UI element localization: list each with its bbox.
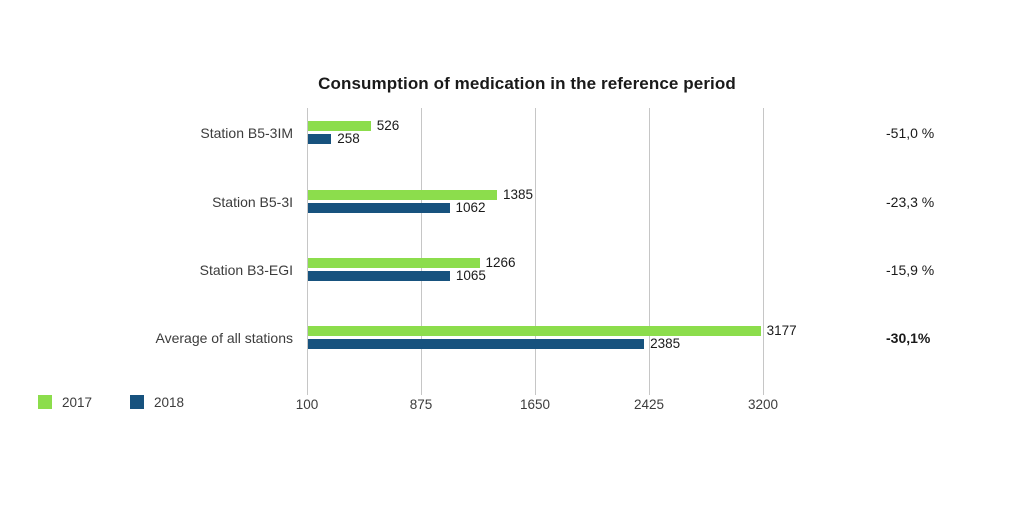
value-label-2018: 1062 <box>455 200 486 215</box>
value-label-2017: 1385 <box>503 187 534 202</box>
gridline <box>649 108 650 395</box>
x-tick-label: 875 <box>409 397 433 412</box>
legend-label-2018: 2018 <box>154 395 185 410</box>
percent-change-label: -23,3 % <box>886 193 935 210</box>
value-label-2017: 1266 <box>485 255 516 270</box>
gridline <box>535 108 536 395</box>
value-label-2017: 3177 <box>766 323 797 338</box>
plot-area: 526 258 1385 1062 1266 1065 3177 2385 <box>307 108 797 395</box>
bar-2017 <box>308 190 497 200</box>
gridline <box>307 108 308 395</box>
x-tick-label: 2425 <box>633 397 665 412</box>
legend-label-2017: 2017 <box>62 395 93 410</box>
bar-2018 <box>308 339 645 349</box>
category-label: Station B3-EGI <box>199 261 293 278</box>
bar-2018 <box>308 134 332 144</box>
x-tick-label: 1650 <box>519 397 551 412</box>
chart-title: Consumption of medication in the referen… <box>318 74 736 93</box>
category-label: Average of all stations <box>155 329 294 346</box>
bar-2017 <box>308 121 371 131</box>
x-tick-label: 3200 <box>747 397 779 412</box>
legend-swatch-2017 <box>38 395 52 409</box>
legend-swatch-2018 <box>130 395 144 409</box>
percent-change-label: -51,0 % <box>886 124 935 141</box>
x-tick-label: 100 <box>295 397 319 412</box>
value-label-2018: 258 <box>337 131 360 146</box>
gridline <box>763 108 764 395</box>
value-label-2018: 1065 <box>455 268 486 283</box>
percent-change-label: -30,1% <box>886 329 931 346</box>
bar-2017 <box>308 326 761 336</box>
value-label-2018: 2385 <box>650 336 681 351</box>
percent-change-label: -15,9 % <box>886 261 935 278</box>
category-label: Station B5-3IM <box>200 124 293 141</box>
bar-2018 <box>308 203 450 213</box>
bar-2018 <box>308 271 450 281</box>
gridline <box>421 108 422 395</box>
category-label: Station B5-3I <box>212 193 293 210</box>
bar-2017 <box>308 258 480 268</box>
value-label-2017: 526 <box>376 118 400 133</box>
